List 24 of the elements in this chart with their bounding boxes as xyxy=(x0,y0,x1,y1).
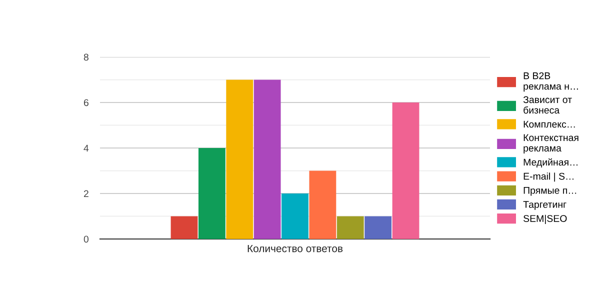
legend-label: Медийная… xyxy=(524,158,578,168)
y-tick-label: 8 xyxy=(84,54,88,61)
bar xyxy=(336,216,364,239)
y-tick-label: 4 xyxy=(84,144,89,152)
bar xyxy=(282,194,308,239)
bar xyxy=(364,216,392,239)
legend-label: Зависит от бизнеса xyxy=(523,96,572,114)
legend-label: Таргетинг xyxy=(523,201,566,210)
legend-label: Комплекс… xyxy=(524,120,575,128)
legend-label: E-mail | S… xyxy=(524,172,574,182)
legend-label: Контекстная реклама xyxy=(524,134,578,154)
legend-label: SEM|SEO xyxy=(524,214,567,224)
y-tick-label: 2 xyxy=(84,190,88,198)
y-tick-label: 6 xyxy=(84,99,88,106)
bar xyxy=(198,148,226,239)
bar xyxy=(309,170,336,239)
bar xyxy=(226,80,254,239)
bar xyxy=(254,80,281,239)
x-tick-label: Количество ответов xyxy=(248,244,343,252)
legend-label: Прямые п… xyxy=(524,187,576,196)
legend-label: В B2B реклама н… xyxy=(524,72,578,92)
y-tick-label: 0 xyxy=(84,236,89,243)
bar xyxy=(170,216,198,239)
bar xyxy=(392,102,420,239)
